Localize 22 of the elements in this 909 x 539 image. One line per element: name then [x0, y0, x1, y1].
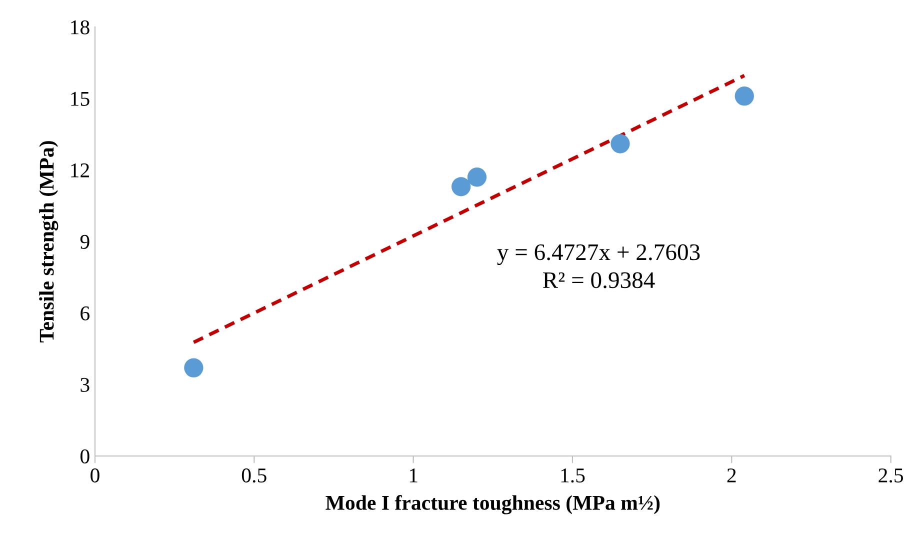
y-tick-label: 15 [71, 92, 90, 106]
y-tick-label: 3 [80, 378, 90, 392]
y-tick-label: 18 [71, 20, 90, 34]
y-tick-label: 12 [71, 163, 89, 178]
y-tick-label: 6 [80, 306, 90, 320]
point [734, 86, 754, 106]
x-axis-title: Mode I fracture toughness (MPa m½) [326, 495, 660, 514]
x-tick-label: 1.5 [561, 468, 585, 483]
point [610, 134, 630, 154]
y-tick-label: 9 [80, 234, 90, 249]
x-tick-label: 1 [410, 468, 418, 482]
point [184, 358, 204, 378]
x-tick-label: 0.5 [242, 468, 266, 483]
x-tick-label: 0 [90, 468, 100, 482]
annotation: R² = 0.9384 [542, 272, 655, 288]
x-tick-label: 2.5 [878, 468, 904, 483]
point [467, 168, 487, 187]
y-axis-title: Tensile strength (MPa) [39, 141, 58, 342]
x-tick-label: 2 [727, 468, 736, 482]
y-tick-label: 0 [80, 449, 90, 464]
point [452, 177, 471, 196]
annotation: y = 6.4727x + 2.7603 [497, 244, 700, 266]
